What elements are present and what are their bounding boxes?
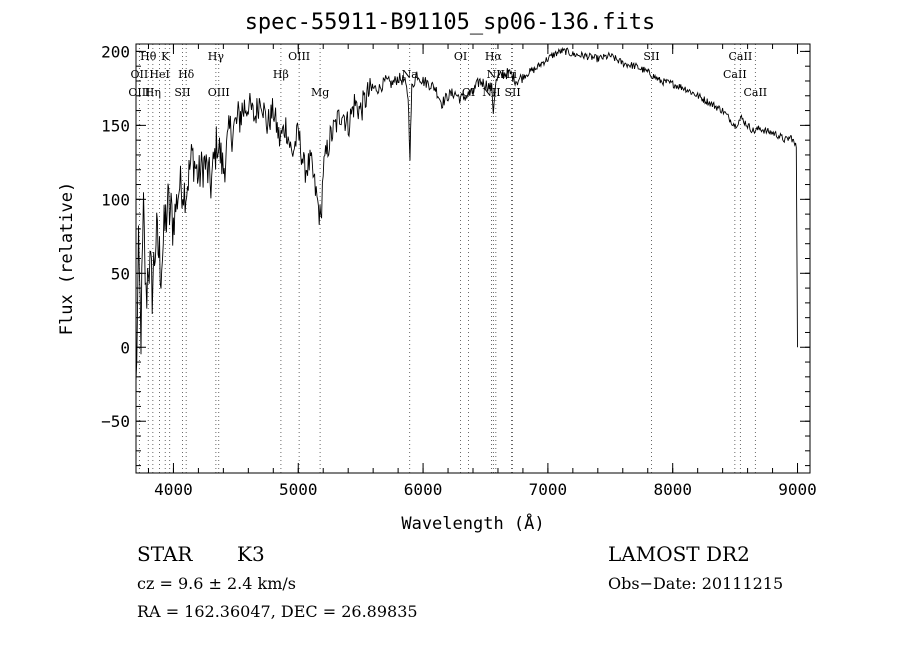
spectral-line-label: CaII xyxy=(743,86,767,99)
spectral-line-label: OIII xyxy=(208,86,230,99)
y-tick-label: 0 xyxy=(120,338,130,357)
spectral-line-label: Hη xyxy=(145,86,161,99)
flux-series-line xyxy=(135,46,798,382)
y-tick-label: −50 xyxy=(101,412,130,431)
y-tick-label: 150 xyxy=(101,116,130,135)
spectral-line-label: SII xyxy=(504,86,520,99)
spectral-line-label: CaII xyxy=(723,68,747,81)
spectral-line-label: Hγ xyxy=(208,50,225,63)
x-tick-label: 8000 xyxy=(653,480,692,499)
series-layer xyxy=(135,46,798,382)
plot-frame xyxy=(135,43,811,474)
spectral-line-label: Hβ xyxy=(273,68,289,81)
observation-date: Obs−Date: 20111215 xyxy=(608,574,784,593)
spectral-line-label: HeI xyxy=(149,68,169,81)
y-tick-label: 100 xyxy=(101,190,130,209)
object-class: STAR xyxy=(137,542,193,566)
coordinates: RA = 162.36047, DEC = 26.89835 xyxy=(137,602,418,621)
y-tick-label: 200 xyxy=(101,42,130,61)
spectral-line-label: OI xyxy=(454,50,467,63)
y-axis-title: Flux (relative) xyxy=(57,182,77,336)
spectral-line-label: Mg xyxy=(311,86,329,99)
spectral-line-label: SII xyxy=(174,86,190,99)
spectral-line-label: OI xyxy=(462,86,475,99)
spectral-line-label: CaII xyxy=(729,50,753,63)
spectral-line-label: OIII xyxy=(128,86,150,99)
spectral-line-label: NII xyxy=(487,68,505,81)
x-tick-label: 7000 xyxy=(529,480,568,499)
object-subclass: K3 xyxy=(237,542,265,566)
spectral-line-label: OII xyxy=(131,68,149,81)
survey-name: LAMOST DR2 xyxy=(608,542,750,566)
spectral-line-label: Hα xyxy=(485,50,503,63)
spectral-line-label: OIII xyxy=(288,50,310,63)
spectral-line-label: Na xyxy=(402,68,419,81)
x-tick-label: 9000 xyxy=(778,480,817,499)
axes-layer: 4000 5000 6000 7000 8000 9000 −50 0 50 100 150 200 W… xyxy=(57,42,817,534)
chart-title: spec-55911-B91105_sp06-136.fits xyxy=(244,10,656,35)
spectral-line-label: K xyxy=(161,50,170,63)
redshift-velocity: cz = 9.6 ± 2.4 km/s xyxy=(137,574,296,593)
spectral-line-label: Hθ xyxy=(140,50,157,63)
x-tick-label: 5000 xyxy=(279,480,318,499)
x-tick-label: 4000 xyxy=(154,480,193,499)
spectral-line-label: NII xyxy=(482,86,500,99)
x-axis-title: Wavelength (Å) xyxy=(401,512,544,534)
spectral-line-label: SII xyxy=(643,50,659,63)
x-tick-label: 6000 xyxy=(404,480,443,499)
line-markers-layer xyxy=(138,44,756,473)
spectral-line-label: Hδ xyxy=(178,68,195,81)
spectral-line-label: Li xyxy=(506,68,517,81)
y-tick-label: 50 xyxy=(111,264,130,283)
